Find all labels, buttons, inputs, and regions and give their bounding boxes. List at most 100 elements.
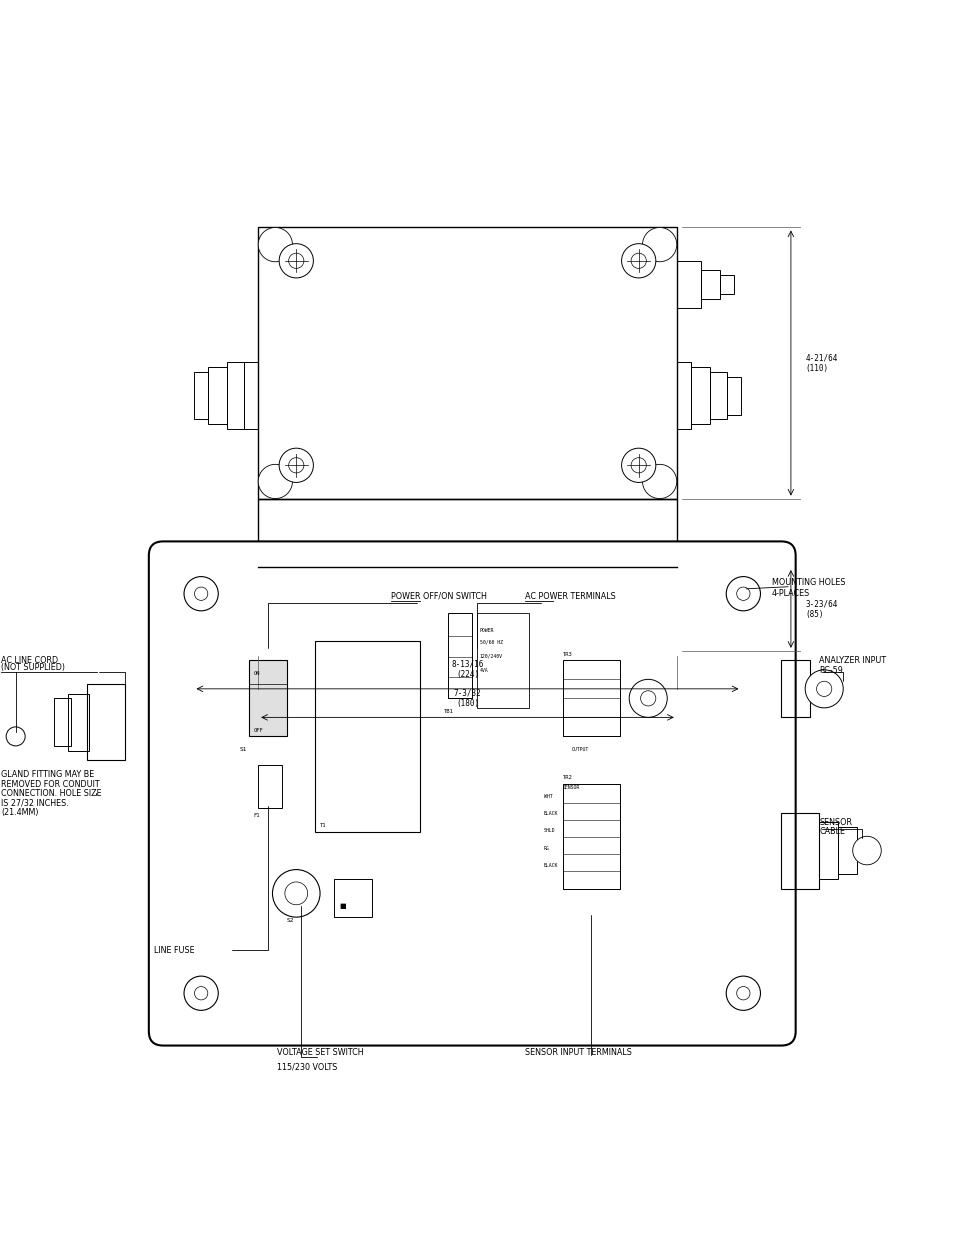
- Circle shape: [289, 253, 304, 268]
- Bar: [258, 764, 282, 808]
- Text: TR3: TR3: [562, 652, 572, 657]
- Text: ■: ■: [338, 903, 345, 909]
- Text: 4-21/64
(110): 4-21/64 (110): [804, 353, 837, 373]
- Circle shape: [258, 464, 293, 499]
- Bar: [87, 684, 125, 761]
- Bar: [781, 661, 809, 718]
- Text: MOUNTING HOLES: MOUNTING HOLES: [771, 578, 844, 587]
- Circle shape: [279, 448, 314, 483]
- Circle shape: [725, 577, 760, 611]
- Bar: [690, 367, 709, 424]
- Bar: [726, 377, 740, 415]
- Bar: [314, 641, 419, 831]
- Text: RC-59: RC-59: [819, 666, 842, 674]
- Bar: [676, 362, 690, 429]
- Text: S2: S2: [287, 918, 294, 923]
- Text: REMOVED FOR CONDUIT: REMOVED FOR CONDUIT: [1, 779, 100, 789]
- Text: IS 27/32 INCHES.: IS 27/32 INCHES.: [1, 799, 69, 808]
- Bar: [296, 651, 319, 662]
- Text: (NOT SUPPLIED): (NOT SUPPLIED): [1, 663, 66, 672]
- Bar: [676, 574, 690, 621]
- Bar: [258, 499, 676, 651]
- Circle shape: [285, 882, 308, 905]
- Text: 4VA: 4VA: [479, 668, 488, 673]
- Circle shape: [279, 243, 314, 278]
- Bar: [193, 574, 208, 621]
- Bar: [68, 694, 89, 751]
- Text: BLACK: BLACK: [543, 811, 558, 816]
- Text: SHLD: SHLD: [543, 829, 555, 834]
- Circle shape: [736, 987, 749, 1000]
- Circle shape: [273, 869, 319, 918]
- Bar: [709, 574, 726, 621]
- Circle shape: [194, 987, 208, 1000]
- Circle shape: [621, 243, 655, 278]
- Bar: [562, 661, 619, 736]
- Text: SENSOR: SENSOR: [562, 784, 579, 789]
- Bar: [676, 261, 700, 309]
- Text: CONNECTION. HOLE SIZE: CONNECTION. HOLE SIZE: [1, 789, 102, 798]
- Circle shape: [258, 227, 293, 262]
- Bar: [448, 651, 472, 662]
- Bar: [208, 569, 227, 626]
- Text: F1: F1: [253, 814, 259, 819]
- Circle shape: [629, 679, 666, 718]
- Bar: [726, 578, 740, 616]
- Circle shape: [631, 253, 645, 268]
- Bar: [700, 270, 719, 299]
- Text: TB1: TB1: [443, 709, 453, 714]
- Text: 50/60 HZ: 50/60 HZ: [479, 640, 502, 645]
- Bar: [819, 823, 838, 879]
- Bar: [448, 613, 472, 698]
- Bar: [227, 564, 244, 631]
- Circle shape: [631, 458, 645, 473]
- Circle shape: [639, 690, 655, 706]
- Circle shape: [621, 448, 655, 483]
- Circle shape: [184, 976, 218, 1010]
- Text: 120/240V: 120/240V: [479, 653, 502, 658]
- Bar: [249, 661, 287, 736]
- Text: GLAND FITTING MAY BE: GLAND FITTING MAY BE: [1, 771, 94, 779]
- Text: OFF: OFF: [253, 727, 263, 732]
- Text: LINE FUSE: LINE FUSE: [153, 946, 194, 955]
- Bar: [486, 651, 510, 662]
- Bar: [719, 275, 733, 294]
- Bar: [562, 784, 619, 889]
- Text: RG: RG: [543, 846, 549, 851]
- Text: SENSOR INPUT TERMINALS: SENSOR INPUT TERMINALS: [524, 1049, 631, 1057]
- Circle shape: [6, 727, 25, 746]
- Circle shape: [816, 682, 831, 697]
- Bar: [227, 362, 244, 429]
- Text: POWER: POWER: [479, 627, 494, 632]
- Circle shape: [641, 227, 676, 262]
- Bar: [334, 879, 372, 918]
- Circle shape: [184, 577, 218, 611]
- Bar: [244, 564, 258, 631]
- Circle shape: [641, 464, 676, 499]
- Text: ANALYZER INPUT: ANALYZER INPUT: [819, 656, 885, 666]
- Circle shape: [736, 587, 749, 600]
- Circle shape: [804, 669, 842, 708]
- Bar: [781, 813, 819, 889]
- Text: ON: ON: [253, 671, 259, 676]
- Text: BLACK: BLACK: [543, 863, 558, 868]
- Bar: [258, 227, 676, 499]
- Text: CABLE: CABLE: [819, 827, 844, 836]
- Text: S1: S1: [239, 747, 247, 752]
- Bar: [244, 362, 258, 429]
- Text: TR2: TR2: [562, 776, 572, 781]
- Text: 115/230 VOLTS: 115/230 VOLTS: [277, 1062, 337, 1072]
- Text: 8-13/16
(224): 8-13/16 (224): [451, 659, 483, 679]
- Text: (21.4MM): (21.4MM): [1, 808, 39, 818]
- Bar: [639, 651, 661, 662]
- Text: WHT: WHT: [543, 794, 552, 799]
- Text: OUTPUT: OUTPUT: [572, 747, 589, 752]
- Text: VOLTAGE SET SWITCH: VOLTAGE SET SWITCH: [277, 1049, 363, 1057]
- Text: POWER OFF/ON SWITCH: POWER OFF/ON SWITCH: [391, 592, 487, 601]
- Text: AC POWER TERMINALS: AC POWER TERMINALS: [524, 592, 615, 601]
- Bar: [208, 367, 227, 424]
- Bar: [709, 372, 726, 420]
- Bar: [476, 613, 529, 708]
- Text: 3-23/64
(85): 3-23/64 (85): [804, 599, 837, 619]
- Text: AC LINE CORD: AC LINE CORD: [1, 656, 58, 666]
